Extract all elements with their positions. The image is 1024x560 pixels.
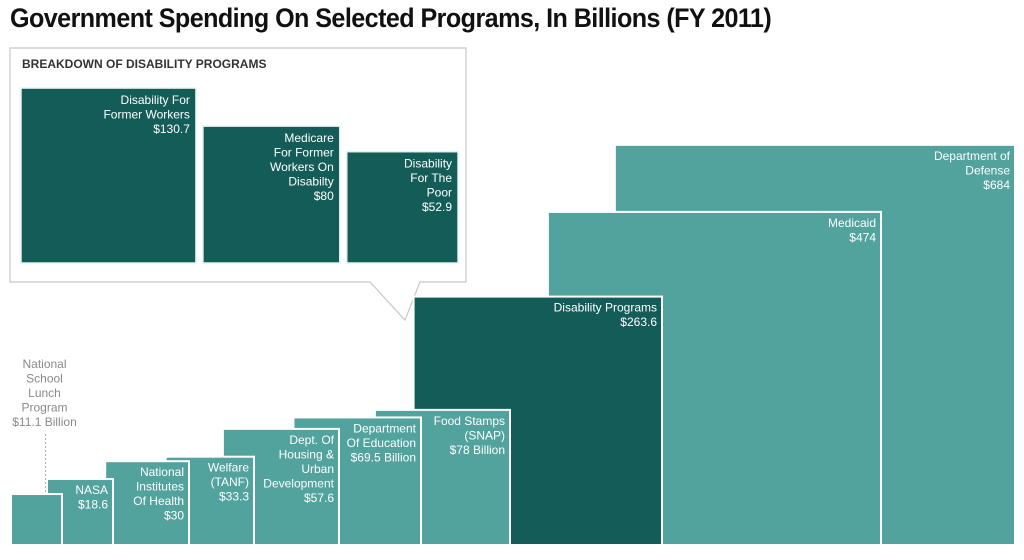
label-line: Poor [427,186,452,200]
label-education: Department Of Education $69.5 Billion [347,421,417,464]
label-line: Institutes [136,480,184,494]
label-line: Workers On [270,160,334,174]
label-line: National [22,357,66,371]
square-lunch [10,493,64,547]
label-line: Disability [404,157,452,171]
label-line: $52.9 [422,200,452,214]
label-line: Former Workers [103,108,189,122]
label-line: National [140,465,184,479]
label-line: Dept. Of [289,433,334,447]
program-squares: Department of Defense $684 Medicaid $474 Disa… [10,143,1016,547]
label-line: $80 [314,189,334,203]
label-line: Food Stamps [434,414,505,428]
label-line: Development [263,476,334,490]
label-line: $474 [849,230,876,244]
label-line: $18.6 [78,498,108,512]
label-line: For The [410,171,452,185]
label-line: Department of [934,149,1011,163]
label-line: Disability Programs [554,301,657,315]
label-line: $33.3 [219,490,249,504]
label-line: NASA [75,483,108,497]
label-tanf: Welfare (TANF) $33.3 [208,461,249,504]
square-nih [104,460,190,547]
label-line: Of Education [347,436,416,450]
label-line: Defense [965,163,1010,177]
label-line: $11.1 Billion [12,415,77,429]
label-line: Urban [301,462,334,476]
label-disability: Disability Programs $263.6 [554,301,658,330]
label-medicaid: Medicaid $474 [828,216,876,245]
breakdown-square-medicare [202,125,341,264]
label-line: $78 Billion [450,443,505,457]
label-line: Welfare [208,461,249,475]
breakdown-label-medicare: Medicare For Former Workers On Disabilty $80 [270,131,334,203]
breakdown-title: BREAKDOWN OF DISABILITY PROGRAMS [22,57,266,71]
breakdown-callout: BREAKDOWN OF DISABILITY PROGRAMS Disabili… [9,47,467,322]
chart-title: Government Spending On Selected Programs… [10,3,772,33]
label-lunch: National School Lunch Program $11.1 Billion [12,357,77,429]
breakdown-label-former-workers: Disability For Former Workers $130.7 [103,93,190,136]
label-line: Program [22,401,68,415]
label-line: Of Health [133,494,184,508]
label-line: School [26,372,63,386]
label-line: $69.5 Billion [351,450,416,464]
label-line: Housing & [279,447,334,461]
label-line: $30 [164,509,184,523]
label-housing: Dept. Of Housing & Urban Development $57.6 [263,433,334,505]
label-line: $57.6 [304,491,334,505]
label-nih: National Institutes Of Health $30 [133,465,184,523]
label-snap: Food Stamps (SNAP) $78 Billion [434,414,505,457]
label-line: $684 [983,178,1010,192]
breakdown-square-former-workers [20,87,197,264]
label-line: For Former [274,146,334,160]
label-defense: Department of Defense $684 [934,149,1011,192]
breakdown-square-poor [346,150,459,264]
label-line: Medicare [284,131,334,145]
label-line: Medicaid [828,216,876,230]
label-line: $263.6 [620,315,657,329]
breakdown-label-poor: Disability For The Poor $52.9 [404,157,452,215]
label-line: Disability For [121,93,190,107]
label-line: (SNAP) [464,428,505,442]
label-line: (TANF) [211,475,249,489]
label-line: Lunch [28,386,61,400]
label-line: Disabilty [288,175,333,189]
label-nasa: NASA $18.6 [75,483,108,512]
label-line: Department [353,421,416,435]
label-line: $130.7 [153,122,190,136]
